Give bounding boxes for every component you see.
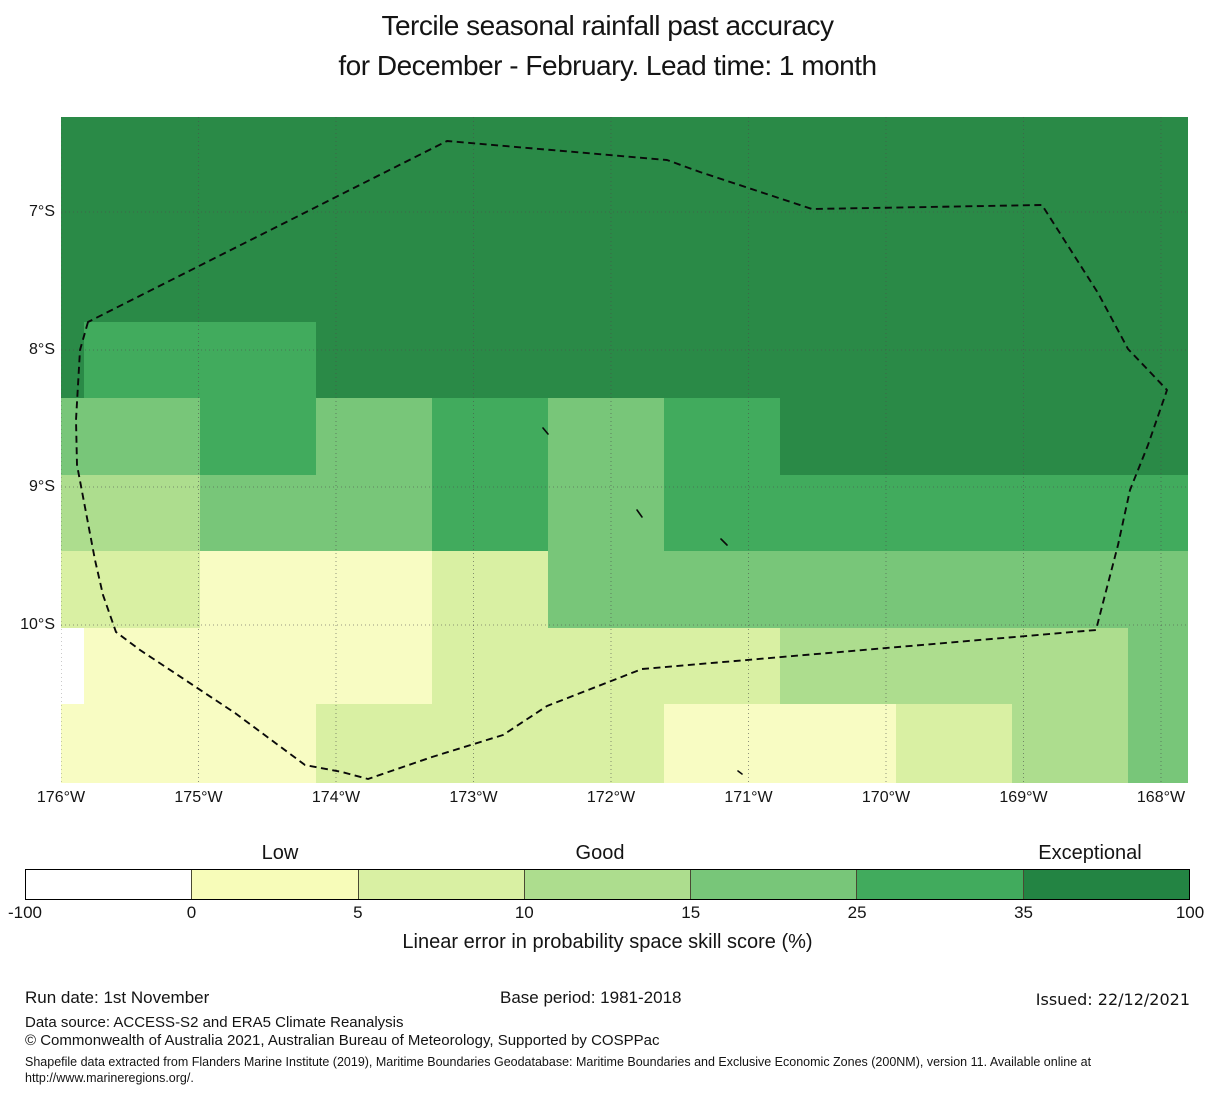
base-period-text: Base period: 1981-2018 — [500, 988, 682, 1007]
chart-title-line1: Tercile seasonal rainfall past accuracy — [381, 10, 834, 41]
y-tick-label: 9°S — [29, 478, 55, 495]
colorbar-segment — [357, 870, 524, 899]
map-cell — [200, 398, 316, 475]
colorbar-tick-label: 0 — [186, 903, 197, 922]
map-cell — [1012, 704, 1128, 783]
island-mark — [542, 427, 549, 435]
colorbar-tick-label: 15 — [681, 903, 701, 922]
island-mark — [636, 509, 643, 518]
run-date-text: Run date: 1st November — [25, 988, 210, 1007]
copyright-text: © Commonwealth of Australia 2021, Austra… — [25, 1032, 660, 1049]
map-cell — [316, 398, 432, 475]
colorbar-segment — [523, 870, 691, 899]
map-cell — [61, 322, 84, 398]
shapefile-attribution-line2: http://www.marineregions.org/. — [25, 1071, 194, 1085]
x-tick-label: 168°W — [1136, 789, 1186, 806]
colorbar-segment — [26, 870, 192, 899]
island-mark — [720, 538, 728, 546]
map-cell — [432, 398, 548, 475]
map-cell — [432, 475, 548, 551]
map-cell — [61, 475, 200, 551]
map-cell — [61, 398, 200, 475]
map-cell — [548, 551, 1188, 628]
shapefile-attribution-line1: Shapefile data extracted from Flanders M… — [25, 1055, 1092, 1069]
y-tick-label: 7°S — [29, 203, 55, 220]
map-cell — [896, 704, 1012, 783]
x-tick-label: 174°W — [311, 789, 361, 806]
map-cell — [780, 628, 1128, 704]
colorbar-category-label: Low — [261, 842, 299, 864]
map-cell — [432, 551, 548, 628]
eez-boundary — [75, 140, 1168, 780]
colorbar-segment — [690, 870, 857, 899]
map-cell — [61, 551, 200, 628]
map-cell — [61, 628, 84, 704]
map-cell — [200, 551, 432, 628]
map-cell — [664, 398, 780, 475]
x-tick-label: 170°W — [861, 789, 911, 806]
map-cell — [780, 398, 1188, 475]
map-cell — [664, 704, 896, 783]
y-tick-label: 10°S — [20, 616, 55, 633]
map-cell — [61, 117, 1188, 322]
x-tick-label: 169°W — [999, 789, 1048, 806]
x-tick-label: 171°W — [724, 789, 773, 806]
data-source-text: Data source: ACCESS-S2 and ERA5 Climate … — [25, 1014, 404, 1031]
map-cell — [664, 475, 1188, 551]
x-tick-label: 175°W — [174, 789, 223, 806]
map-cell — [61, 704, 316, 783]
map-cell — [548, 398, 664, 475]
colorbar-tick-label: 35 — [1014, 903, 1034, 922]
colorbar-tick-label: 100 — [1175, 903, 1205, 922]
colorbar-category-label: Good — [575, 842, 625, 864]
colorbar-tick-label: 25 — [847, 903, 867, 922]
colorbar-segment — [856, 870, 1023, 899]
colorbar — [25, 869, 1190, 900]
issued-date-text: Issued: 22/12/2021 — [1035, 990, 1190, 1009]
x-tick-label: 172°W — [586, 789, 636, 806]
colorbar-title: Linear error in probability space skill … — [402, 931, 813, 953]
colorbar-tick-label: -100 — [7, 903, 43, 922]
colorbar-category-label: Exceptional — [1038, 842, 1142, 864]
x-tick-label: 173°W — [449, 789, 498, 806]
map-cell — [1128, 628, 1188, 704]
map-cell — [84, 628, 432, 704]
y-tick-label: 8°S — [29, 341, 55, 358]
map-cell — [1128, 704, 1188, 783]
x-tick-label: 176°W — [36, 789, 86, 806]
colorbar-tick-label: 10 — [514, 903, 534, 922]
colorbar-tick-label: 5 — [353, 903, 363, 922]
map-cell — [200, 475, 432, 551]
map-cell — [432, 628, 780, 704]
map-area — [61, 117, 1188, 783]
map-cell — [548, 475, 664, 551]
map-cell — [316, 322, 1188, 398]
island-mark — [737, 770, 743, 775]
map-cell — [316, 704, 664, 783]
map-cell — [84, 322, 316, 398]
colorbar-segment — [191, 870, 358, 899]
rainfall-skill-heatmap — [61, 117, 1188, 783]
colorbar-segment — [1022, 870, 1189, 899]
chart-title-line2: for December - February. Lead time: 1 mo… — [338, 50, 877, 81]
